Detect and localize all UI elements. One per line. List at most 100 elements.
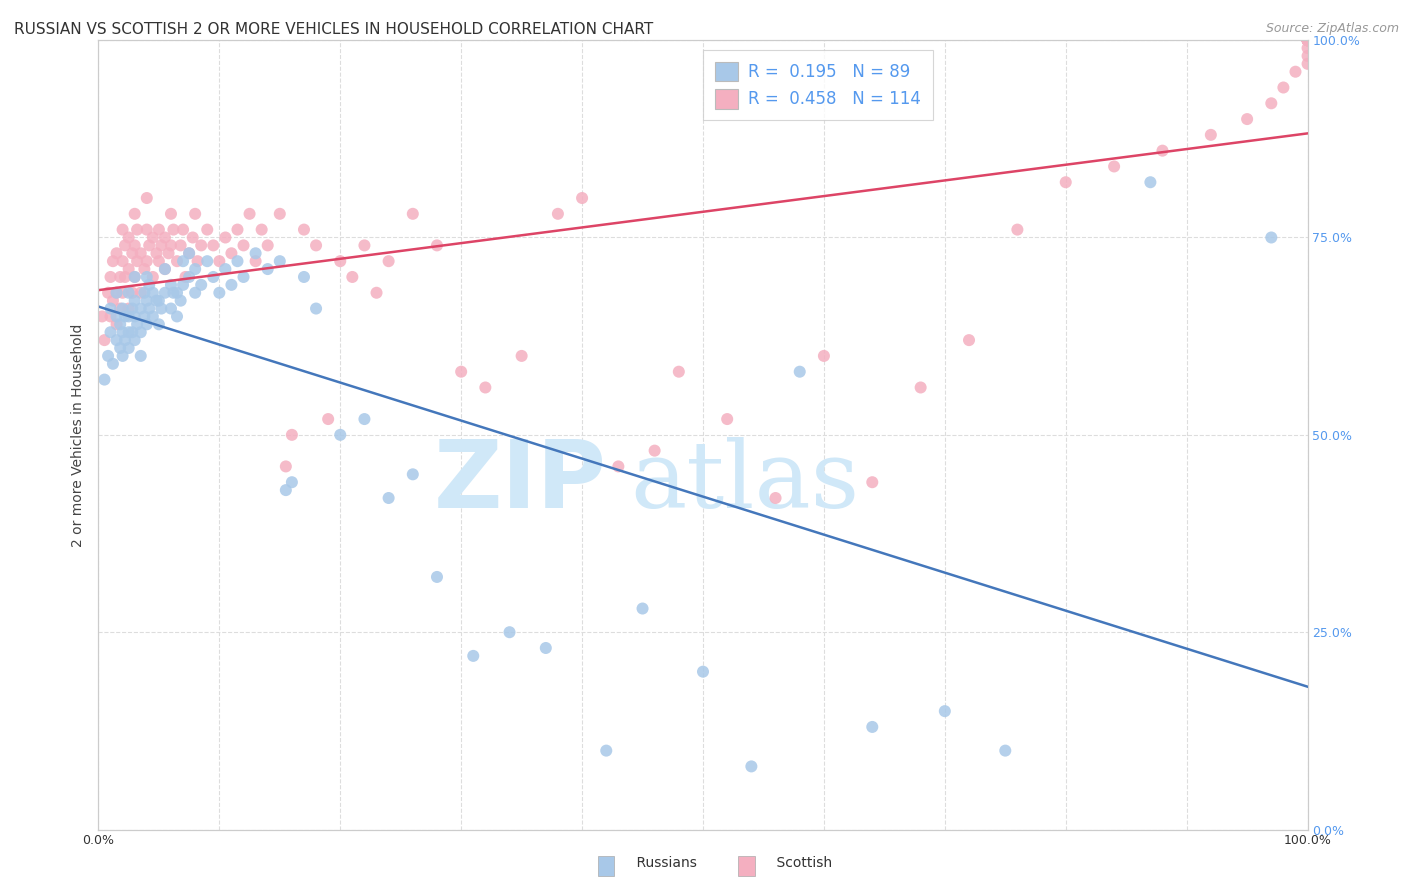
Point (135, 191, 157, 205)
Point (1296, 41, 1319, 55)
Point (162, 222, 184, 236)
Point (1296, 49, 1319, 63)
Point (281, 428, 304, 442)
Point (138, 277, 160, 292)
Point (160, 301, 183, 316)
Point (93, 373, 115, 387)
Point (1260, 96, 1282, 111)
Point (135, 222, 157, 236)
Point (118, 310, 141, 324)
Point (402, 207, 425, 221)
Point (595, 744, 617, 758)
Point (124, 269, 146, 284)
Point (105, 310, 128, 324)
Point (129, 285, 152, 300)
Point (100, 269, 122, 284)
Point (127, 254, 149, 268)
Point (134, 285, 156, 300)
Point (121, 285, 143, 300)
Point (1296, 33, 1319, 47)
Point (226, 222, 249, 236)
Point (316, 412, 339, 426)
Point (121, 325, 143, 339)
Point (118, 230, 141, 244)
Point (124, 333, 146, 347)
Point (148, 222, 170, 236)
Point (274, 483, 297, 497)
Point (534, 640, 557, 655)
Point (179, 246, 201, 260)
Point (269, 254, 291, 268)
Point (463, 648, 485, 663)
Point (108, 318, 131, 332)
Point (1139, 175, 1161, 189)
Point (281, 475, 304, 490)
Text: RUSSIAN VS SCOTTISH 2 OR MORE VEHICLES IN HOUSEHOLD CORRELATION CHART: RUSSIAN VS SCOTTISH 2 OR MORE VEHICLES I… (14, 22, 654, 37)
Point (118, 301, 141, 316)
Point (148, 318, 170, 332)
Point (910, 380, 932, 394)
Point (160, 238, 183, 252)
Point (148, 293, 170, 308)
Point (226, 254, 249, 268)
Point (1296, 33, 1319, 47)
Point (402, 467, 425, 482)
Point (994, 744, 1017, 758)
Point (111, 285, 134, 300)
Point (91, 310, 114, 324)
Point (114, 310, 136, 324)
Point (105, 246, 128, 260)
Text: ZIP: ZIP (433, 436, 606, 528)
Point (145, 293, 167, 308)
Point (134, 310, 156, 324)
Point (162, 285, 184, 300)
Point (765, 491, 787, 505)
Point (498, 625, 520, 640)
Point (1296, 33, 1319, 47)
Point (118, 285, 141, 300)
Point (179, 246, 201, 260)
Point (184, 262, 207, 277)
Point (813, 349, 835, 363)
Point (692, 665, 714, 679)
Point (250, 222, 273, 236)
Point (1296, 33, 1319, 47)
Point (366, 285, 388, 300)
Point (135, 318, 157, 332)
Point (127, 222, 149, 236)
Point (101, 293, 124, 308)
Point (450, 365, 472, 379)
Point (127, 318, 149, 332)
Point (1054, 175, 1077, 189)
Point (181, 230, 204, 244)
Point (1296, 57, 1319, 71)
Point (1296, 33, 1319, 47)
Point (100, 301, 122, 316)
Point (157, 246, 180, 260)
Point (166, 310, 188, 324)
Point (208, 285, 231, 300)
Point (342, 269, 364, 284)
Point (474, 380, 496, 394)
Point (329, 254, 352, 268)
Point (118, 325, 141, 339)
Point (184, 285, 207, 300)
Point (202, 238, 225, 252)
Point (232, 238, 254, 252)
Point (329, 428, 352, 442)
Legend: R =  0.195   N = 89, R =  0.458   N = 114: R = 0.195 N = 89, R = 0.458 N = 114 (703, 50, 932, 120)
Point (221, 246, 243, 260)
Point (121, 301, 143, 316)
Point (547, 207, 569, 221)
Point (1260, 230, 1282, 244)
Text: Scottish: Scottish (759, 855, 832, 870)
Point (1296, 33, 1319, 47)
Point (129, 246, 152, 260)
Point (202, 269, 225, 284)
Point (172, 254, 194, 268)
Point (101, 254, 124, 268)
Point (150, 301, 173, 316)
Point (305, 238, 328, 252)
Point (138, 301, 160, 316)
Point (1236, 112, 1258, 126)
